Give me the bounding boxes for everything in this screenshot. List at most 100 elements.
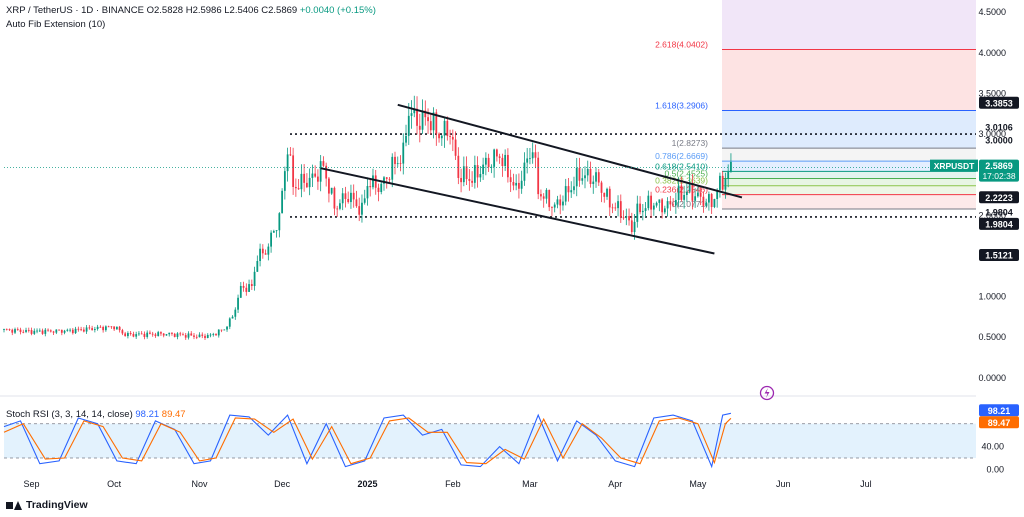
candle-body: [361, 202, 363, 215]
x-axis-tick-label: Oct: [107, 479, 122, 489]
candle-body: [473, 165, 476, 183]
fib-level-label: 0.618(2.5410): [655, 161, 708, 171]
candle-body: [30, 330, 33, 334]
candle-body: [518, 182, 520, 189]
candle-body: [719, 175, 721, 190]
candle-body: [256, 260, 259, 272]
candle-body: [138, 333, 140, 335]
candle-body: [410, 113, 413, 116]
rsi-series-d: [3, 417, 732, 465]
candle-body: [595, 172, 597, 182]
candle-body: [198, 334, 201, 338]
candle-body: [278, 213, 281, 231]
candle-body: [253, 271, 256, 287]
candle-body: [71, 329, 74, 334]
price-tag-bg: [979, 96, 1019, 109]
candle-body: [658, 199, 661, 203]
candle-body: [716, 189, 719, 200]
candle-body: [239, 285, 242, 298]
fib-level-label: 0.786(2.6669): [655, 151, 708, 161]
candle-body: [187, 333, 190, 338]
candle-body: [289, 154, 292, 156]
rsi-legend[interactable]: Stoch RSI (3, 3, 14, 14, close) 98.21 89…: [6, 409, 186, 420]
candle-body: [540, 194, 542, 197]
candle-body: [115, 326, 118, 330]
fib-level-label: 0(2.0771): [672, 199, 709, 209]
candle-body: [608, 188, 611, 208]
candle-body: [140, 333, 143, 335]
symbol-badge-bg: [930, 159, 978, 172]
candle-body: [694, 196, 697, 201]
candle-body: [567, 186, 570, 193]
candle-body: [336, 208, 339, 210]
y-axis-tick-label: 0.5000: [978, 332, 1006, 342]
candle-body: [171, 332, 173, 334]
candle-body: [16, 329, 19, 330]
candle-body: [611, 207, 614, 209]
candle-body: [416, 108, 418, 126]
candle-body: [512, 182, 515, 186]
candle-body: [237, 297, 239, 310]
candle-body: [85, 327, 88, 332]
fib-zone: [722, 49, 976, 111]
channel-line: [320, 167, 715, 255]
candle-body: [201, 334, 204, 336]
candle-body: [47, 329, 49, 331]
candle-body: [705, 202, 708, 206]
candle-body: [104, 326, 107, 331]
candle-body: [63, 330, 66, 333]
fib-zone: [722, 148, 976, 162]
candle-body: [465, 166, 468, 180]
candle-body: [564, 186, 567, 202]
candle-body: [460, 177, 462, 183]
candle-body: [44, 329, 47, 334]
x-axis-tick-label: Dec: [274, 479, 291, 489]
candle-body: [523, 162, 526, 181]
candle-body: [206, 334, 209, 339]
candle-body: [162, 333, 165, 336]
candle-body: [479, 174, 482, 178]
candle-body: [451, 136, 454, 140]
candle-body: [193, 335, 195, 337]
candle-body: [157, 332, 160, 337]
fib-level-label: 2.618(4.0402): [655, 40, 708, 50]
candle-body: [691, 182, 694, 201]
candle-body: [413, 108, 416, 114]
candle-body: [339, 203, 341, 209]
candle-body: [647, 195, 650, 209]
candle-body: [286, 154, 289, 172]
price-tag-bg: [979, 191, 1019, 204]
fib-level-label: 0.5(2.4525): [665, 169, 709, 179]
candle-body: [562, 201, 564, 206]
rsi-k-tag: 98.21: [988, 406, 1011, 416]
indicator-legend[interactable]: Auto Fib Extension (10): [6, 19, 106, 30]
candle-body: [606, 188, 608, 197]
candle-body: [91, 328, 94, 330]
candle-body: [69, 329, 71, 331]
candle-body: [680, 185, 683, 200]
candle-body: [14, 329, 16, 333]
candle-body: [688, 182, 691, 192]
price-change: +0.0040 (+0.15%): [299, 5, 376, 16]
candle-body: [93, 329, 96, 330]
candle-body: [102, 326, 105, 331]
candle-body: [344, 193, 347, 199]
tradingview-logo[interactable]: TradingView: [6, 499, 88, 511]
candle-body: [633, 221, 636, 233]
candle-body: [160, 332, 162, 334]
candle-body: [713, 199, 716, 208]
candle-body: [77, 328, 80, 330]
candle-body: [570, 190, 573, 193]
candle-body: [234, 309, 237, 317]
x-axis-tick-label: Sep: [24, 479, 40, 489]
candle-body: [468, 179, 471, 181]
y-axis-tick-label: 4.0000: [978, 48, 1006, 58]
candle-body: [322, 161, 325, 166]
candle-body: [176, 333, 179, 337]
rsi-axis-tick-label: 0.00: [986, 464, 1004, 474]
candle-body: [366, 185, 369, 199]
ohlc-low: L2.5406: [224, 5, 259, 16]
candle-body: [429, 121, 432, 131]
current-price-tag-bg: [979, 159, 1019, 182]
